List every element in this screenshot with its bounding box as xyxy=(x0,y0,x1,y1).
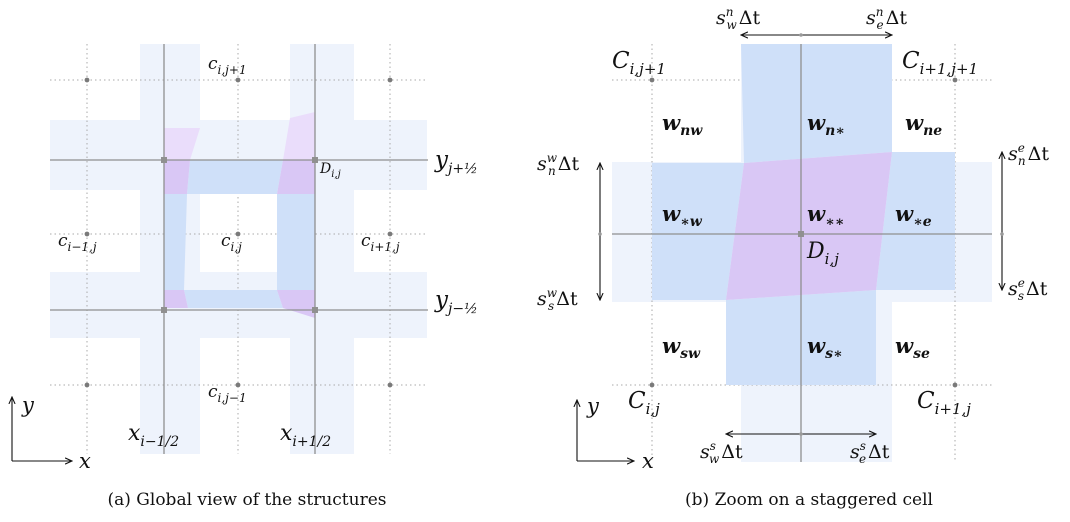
label-c-right: ci+1,j xyxy=(361,231,400,254)
speed-top-left: sn w Δt xyxy=(716,5,761,32)
speed-top-right: sn e Δt xyxy=(866,5,907,32)
label-x-left: xi−1/2 xyxy=(128,421,179,450)
panel-b-center-node xyxy=(798,231,804,237)
state-center: w∗∗ xyxy=(807,201,844,230)
speed-left-top: sw n Δt xyxy=(537,151,580,178)
label-c-left: ci−1,j xyxy=(58,231,97,254)
label-corner-tl: Ci,j+1 xyxy=(612,48,666,78)
caption-a: (a) Global view of the structures xyxy=(108,490,387,510)
label-c-center: ci,j xyxy=(221,231,242,254)
panel-a-interface-nodes xyxy=(161,157,318,313)
speed-bottom-right: ss e Δt xyxy=(850,439,890,466)
panel-a-interface-lines xyxy=(50,44,428,454)
axis-a-x-label: x xyxy=(79,449,91,473)
state-e: w∗e xyxy=(895,201,932,230)
state-nw: wnw xyxy=(662,110,703,139)
state-se: wse xyxy=(895,333,930,362)
state-ne: wne xyxy=(905,110,942,139)
panel-a: ci,j+1 ci−1,j ci,j ci+1,j ci,j−1 Di,j yj… xyxy=(12,44,478,510)
state-w: w∗w xyxy=(662,201,703,230)
speed-bottom-left: ss w Δt xyxy=(700,439,743,466)
panel-a-axes xyxy=(12,397,72,461)
label-corner-tr: Ci+1,j+1 xyxy=(902,48,978,78)
label-x-right: xi+1/2 xyxy=(280,421,331,450)
label-y-top: yj+½ xyxy=(434,147,478,177)
speed-left-bottom: sw s Δt xyxy=(537,286,578,313)
axis-b-x-label: x xyxy=(642,449,654,473)
caption-b: (b) Zoom on a staggered cell xyxy=(685,490,933,510)
label-d-cell-b: Di,j xyxy=(806,239,839,268)
panel-b-arrow-midpoints xyxy=(598,33,1004,436)
panel-b: Ci,j+1 Ci+1,j+1 Ci,j Ci+1,j wnw wn∗ wne … xyxy=(537,5,1049,510)
label-y-bottom: yj−½ xyxy=(434,287,478,317)
label-c-top: ci,j+1 xyxy=(208,54,247,77)
panel-b-cell-centers xyxy=(649,77,958,388)
panel-a-cell-centers xyxy=(84,77,393,388)
panel-b-axes xyxy=(577,400,634,461)
axis-b-y-label: y xyxy=(586,394,600,418)
state-n: wn∗ xyxy=(807,110,845,139)
speed-right-top: se n Δt xyxy=(1008,141,1049,168)
state-sw: wsw xyxy=(662,333,701,362)
label-corner-bl: Ci,j xyxy=(628,388,660,418)
label-c-bottom: ci,j−1 xyxy=(208,382,247,405)
speed-right-bottom: se s Δt xyxy=(1008,276,1048,303)
panel-a-staggered-cells xyxy=(164,112,315,318)
panel-b-staggered-cell xyxy=(652,44,955,385)
label-d-cell: Di,j xyxy=(319,161,341,180)
axis-a-y-label: y xyxy=(21,393,35,417)
label-corner-br: Ci+1,j xyxy=(917,388,971,418)
state-s: ws∗ xyxy=(807,333,843,362)
